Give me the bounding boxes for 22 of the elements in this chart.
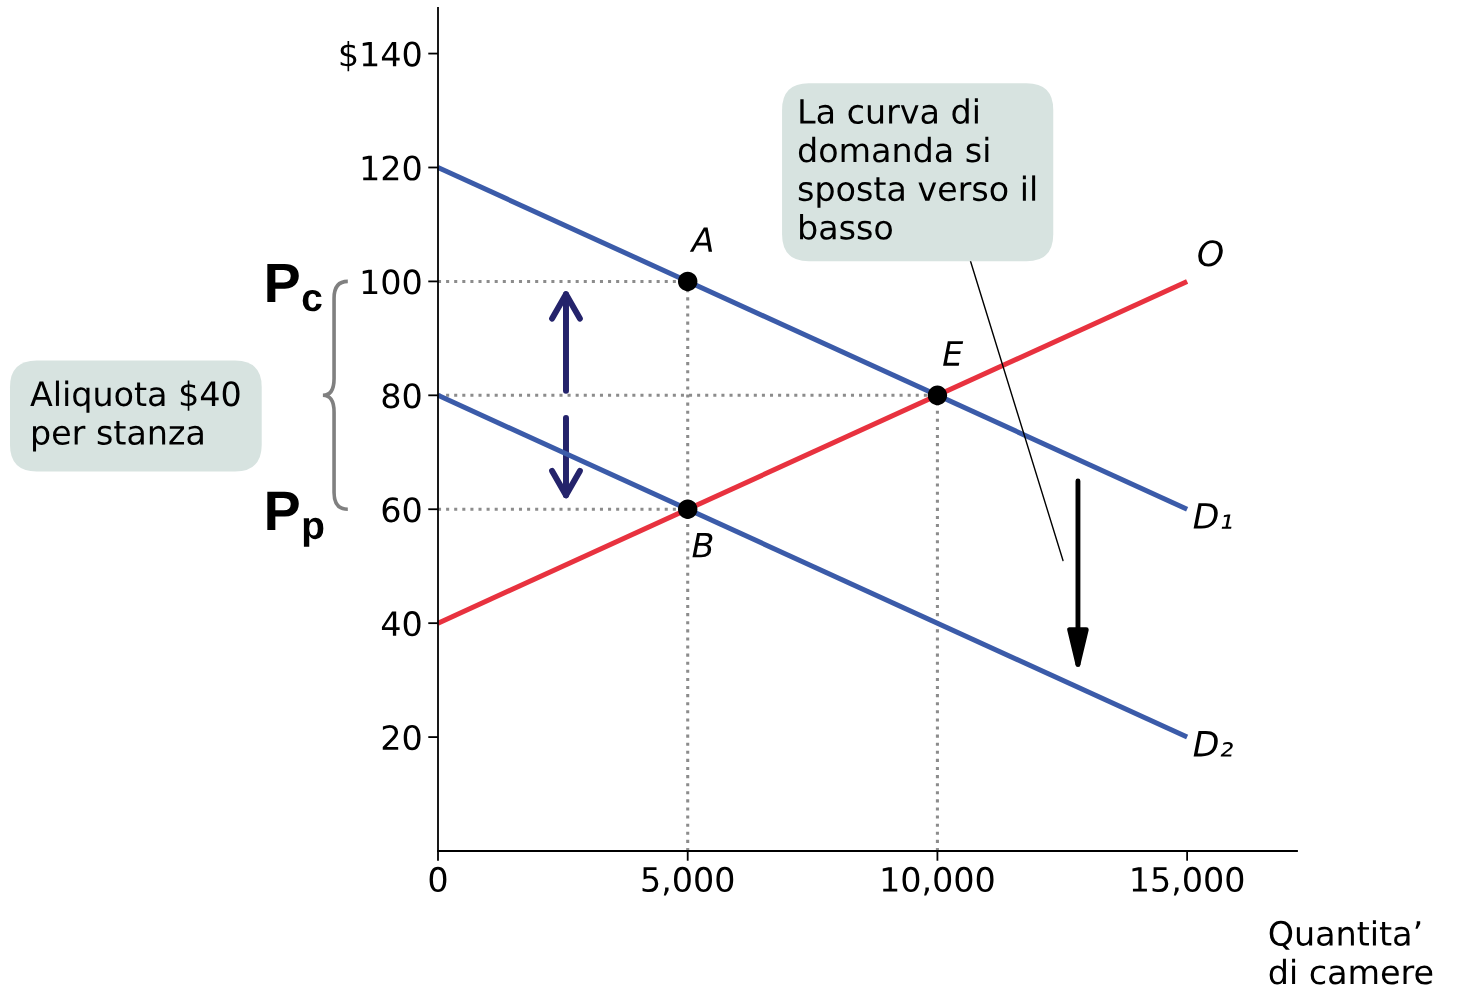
series-label: O bbox=[1198, 240, 1223, 267]
x-tick-label: 5,000 bbox=[642, 866, 734, 896]
y-tick-label: 80 bbox=[382, 383, 421, 409]
data-label: E bbox=[943, 341, 964, 366]
text: P$_{c}$ bbox=[267, 263, 322, 312]
data-label: B bbox=[692, 533, 713, 558]
x-tick-label: 10,000 bbox=[882, 866, 994, 896]
x-tick-label: 0 bbox=[429, 866, 447, 893]
y-tick-label: 20 bbox=[382, 725, 421, 751]
x-tick-label: 15,000 bbox=[1132, 866, 1244, 896]
data-label: A bbox=[689, 227, 713, 252]
y-tick-label: 100 bbox=[362, 269, 421, 295]
series-label: D₁ bbox=[1193, 503, 1232, 529]
y-tick-label: 60 bbox=[382, 497, 421, 523]
text: P$_{p}$ bbox=[267, 491, 324, 547]
text: Aliquota $40 per stanza bbox=[30, 380, 240, 452]
y-tick-label: 40 bbox=[381, 611, 421, 637]
x-axis-title: Quantita’ di camere bbox=[1269, 920, 1433, 985]
y-tick-label: $140 bbox=[340, 40, 421, 72]
y-tick-label: 120 bbox=[362, 155, 421, 181]
annotation: La curva di domanda si sposta verso il basso bbox=[798, 98, 1036, 240]
series-label: D₂ bbox=[1193, 731, 1233, 757]
